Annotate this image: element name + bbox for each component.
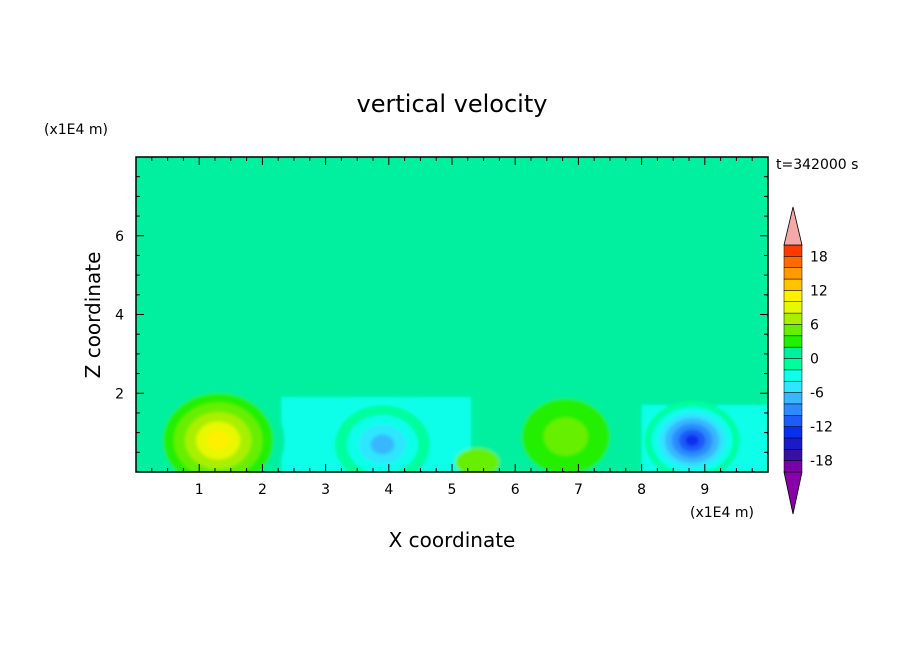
colorbar-cell [783,369,803,382]
contour-band [136,159,768,205]
colorbar-cell [783,324,803,337]
colorbar-tick-label: 18 [810,249,828,265]
colorbar-tick-label: -18 [810,454,833,470]
x-unit-label: (x1E4 m) [690,505,754,521]
contour-band [136,210,768,260]
x-tick-label: 3 [321,482,330,498]
colorbar-cell [783,278,803,291]
x-tick-label: 8 [637,482,646,498]
colorbar-cell [783,267,803,280]
colorbar-cell [783,312,803,325]
colorbar-over-arrow [783,206,803,246]
colorbar-cell [783,290,803,302]
axes: 1 2 3 4 5 6 7 8 9 2 4 6 [115,156,769,498]
contour-band [136,247,768,294]
colorbar-cell [783,437,803,450]
y-tick-label: 4 [115,308,124,324]
contour-cell [543,417,588,456]
colorbar-cell [783,403,803,416]
contour-band [136,177,768,229]
contour-cell [207,430,230,451]
y-tick-label: 2 [115,386,124,402]
heatmap-field [136,157,768,472]
colorbar-cell [783,256,803,268]
contour-cell [685,434,699,447]
colorbar-tick-label: 6 [810,317,819,333]
x-tick-label: 7 [574,482,583,498]
x-axis-label: X coordinate [389,528,516,552]
colorbar-cell [783,244,803,257]
colorbar: 18 12 6 0 -6 -12 -18 [783,206,833,515]
x-tick-label: 4 [384,482,393,498]
colorbar-tick-label: -12 [810,420,833,436]
x-tick-label: 9 [700,482,709,498]
colorbar-cell [783,301,803,314]
colorbar-cell [783,460,803,473]
contour-cell [370,434,395,455]
contour-band [136,288,768,340]
contour-band [136,327,768,374]
colorbar-cell [783,346,803,359]
x-tick-label: 5 [448,482,457,498]
colorbar-cell [783,426,803,439]
colorbar-cell [783,335,803,348]
x-tick-label: 6 [511,482,520,498]
chart-title: vertical velocity [357,90,548,118]
time-label: t=342000 s [776,157,858,173]
colorbar-tick-label: -6 [810,386,824,402]
colorbar-cell [783,415,803,427]
colorbar-under-arrow [783,471,803,515]
colorbar-cell [783,358,803,371]
y-tick-label: 6 [115,229,124,245]
field-contours [136,159,768,472]
contour-cell [455,448,500,472]
x-tick-label: 2 [258,482,267,498]
colorbar-cell [783,380,803,393]
colorbar-cell [783,449,803,461]
x-tick-label: 1 [195,482,204,498]
colorbar-tick-label: 0 [810,352,819,368]
y-axis-label: Z coordinate [81,252,105,379]
colorbar-cell [783,392,803,405]
colorbar-tick-label: 12 [810,283,828,299]
y-unit-label: (x1E4 m) [44,122,108,138]
contour-band [136,356,768,398]
